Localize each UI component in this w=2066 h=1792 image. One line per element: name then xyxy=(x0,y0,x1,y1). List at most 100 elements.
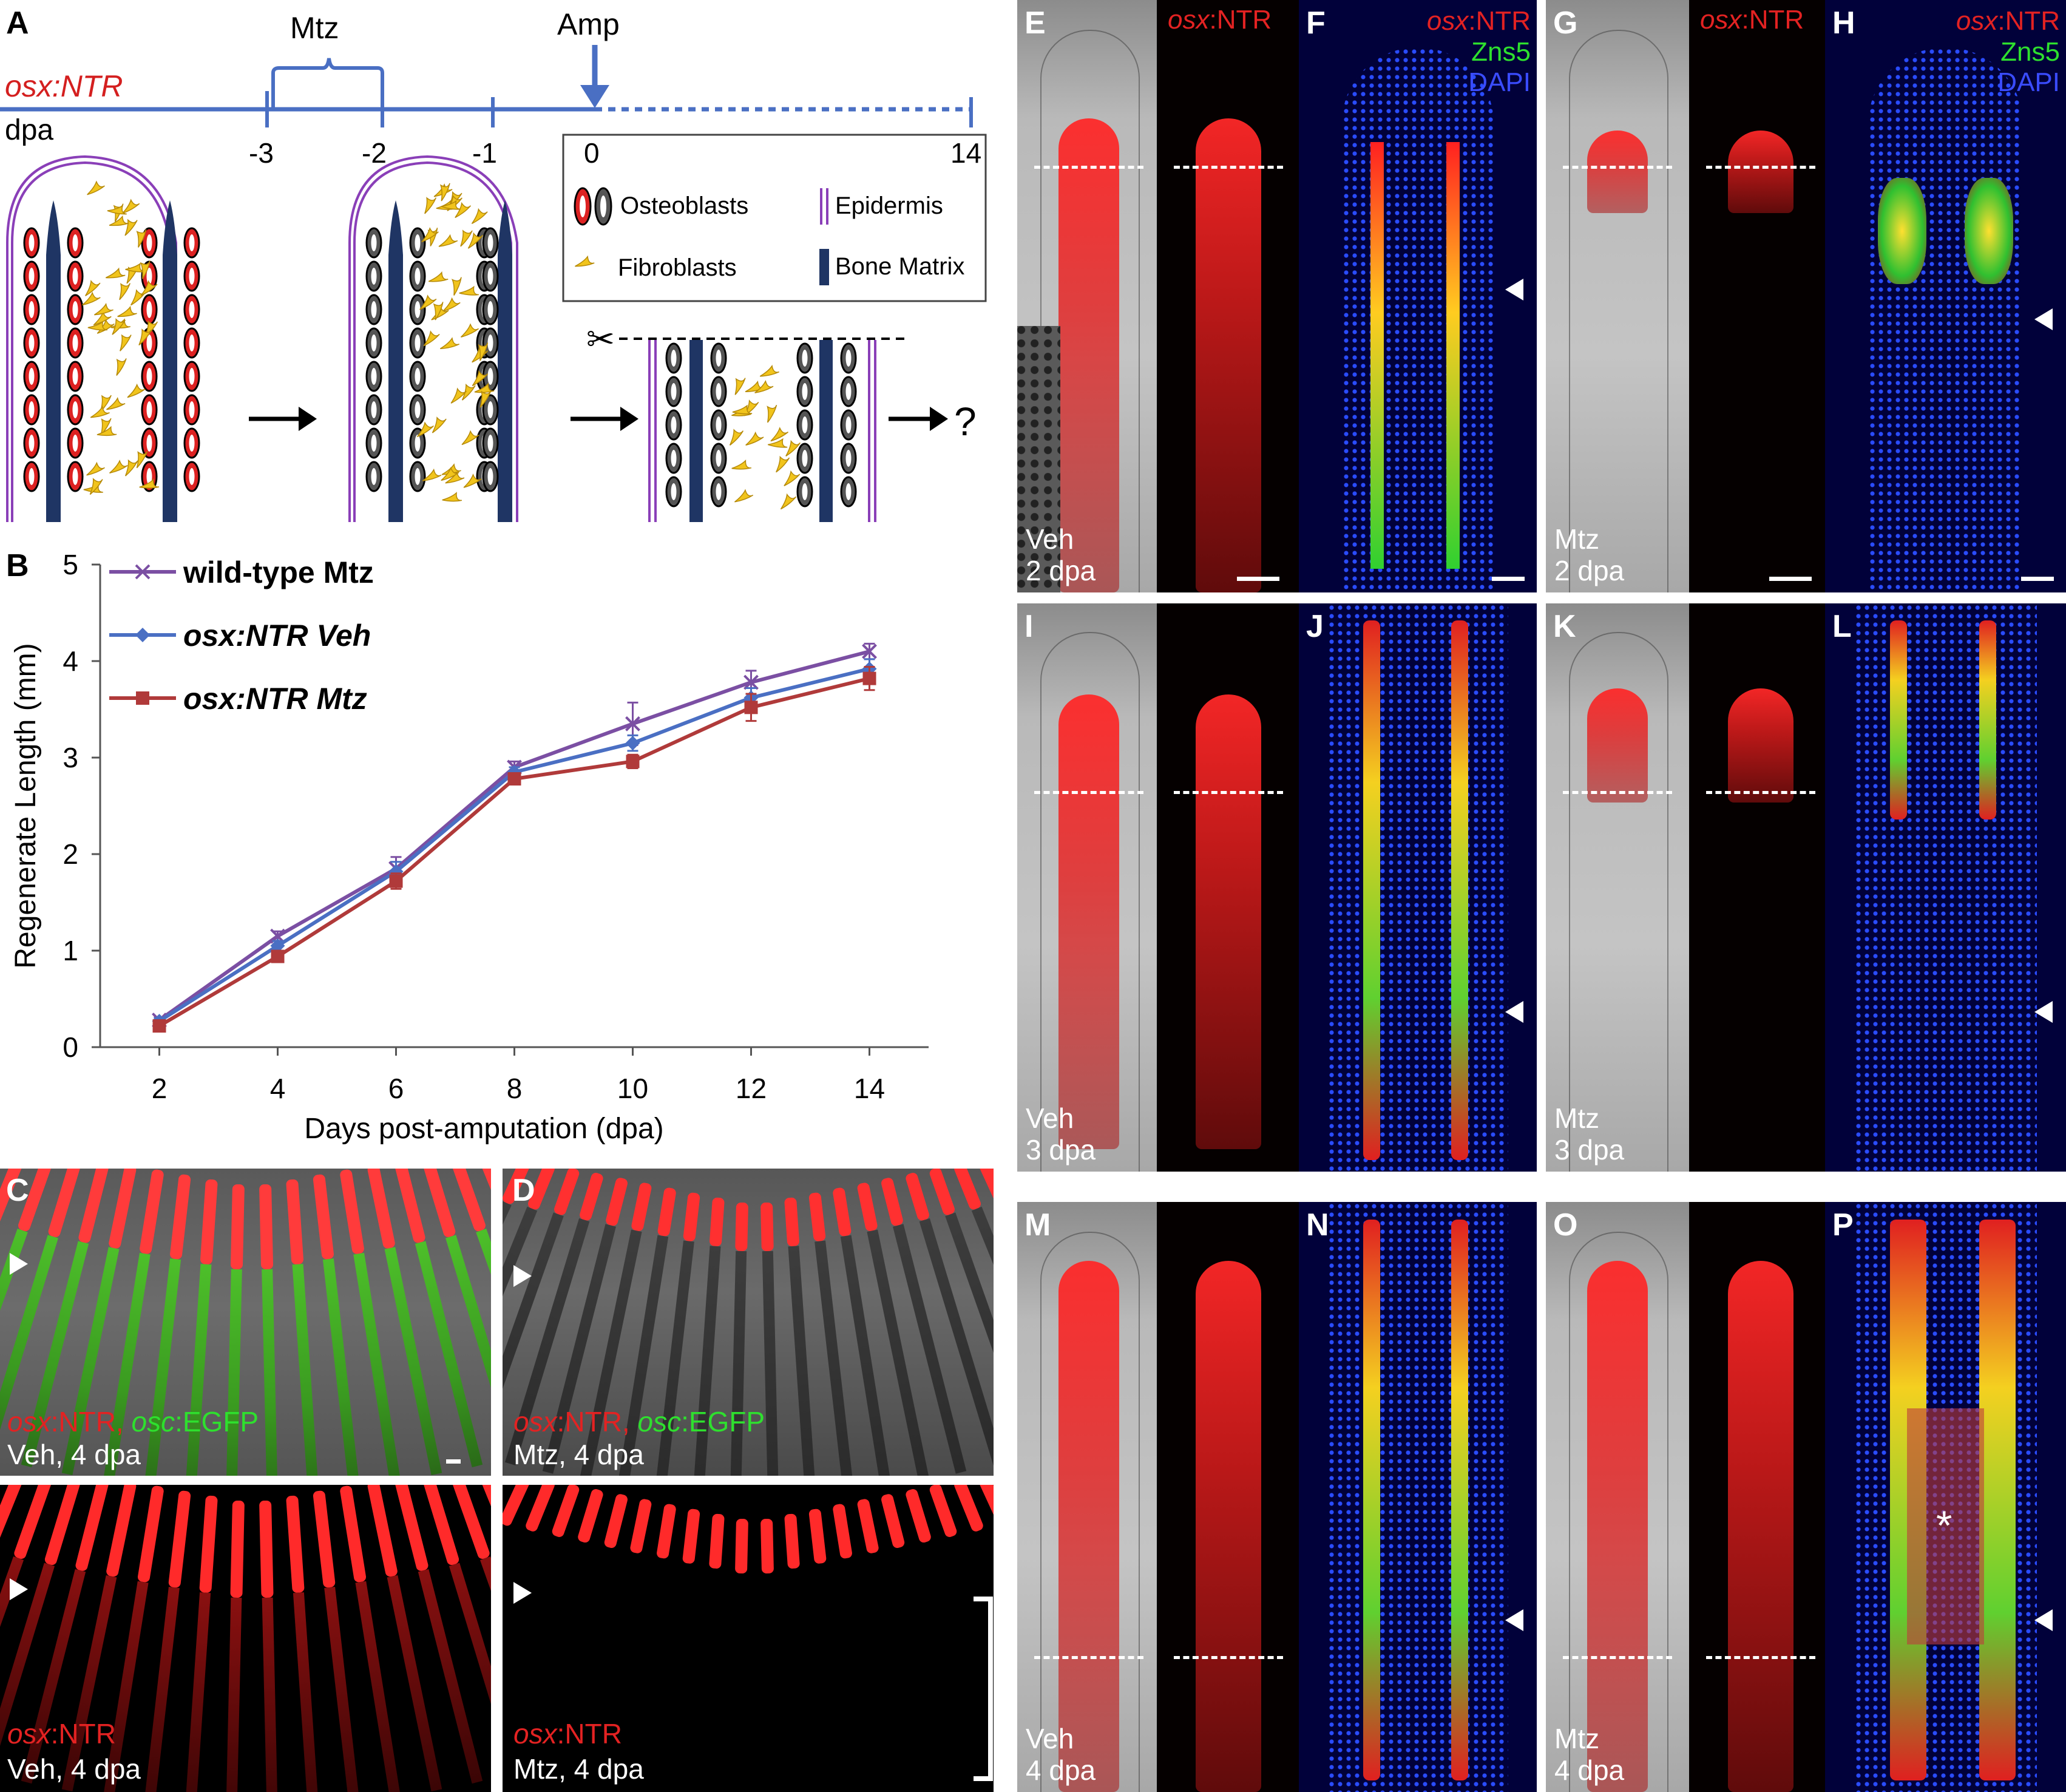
fin-ray xyxy=(655,1503,677,1565)
osteoblast-cell xyxy=(23,361,40,392)
x-tick-label: 10 xyxy=(617,1073,648,1104)
fibroblast-cell xyxy=(731,459,752,470)
osx-text: osx xyxy=(513,1718,557,1750)
osx-ntr-signal xyxy=(1058,1261,1119,1792)
dapi-nuclei xyxy=(1854,603,2037,1172)
fin-diagram-2 xyxy=(348,155,518,522)
fin-ray xyxy=(682,1508,701,1570)
fin-ray xyxy=(286,1179,319,1476)
fin-outline xyxy=(1040,1231,1140,1792)
osteoblast-cell xyxy=(840,409,857,441)
fibroblast-cell xyxy=(450,387,467,404)
osteoblast-cell xyxy=(796,342,813,374)
fin-ray xyxy=(880,1493,907,1555)
fin-outline xyxy=(1040,29,1140,592)
amputation-arrowhead xyxy=(1505,278,1523,300)
fibroblast-cell xyxy=(112,318,126,335)
bone-cells-left xyxy=(1363,1220,1380,1780)
amputation-plane xyxy=(1706,166,1815,169)
condition-label: Veh xyxy=(1026,1102,1074,1134)
osteoblast-cell xyxy=(710,443,727,474)
osx-ntr-signal xyxy=(1727,1261,1794,1792)
fibroblast-cell xyxy=(439,337,460,350)
osteoblast-cell xyxy=(796,409,813,441)
asterisk-marker: * xyxy=(1936,1502,1953,1549)
confocal-panel xyxy=(1299,0,1537,592)
confocal-panel xyxy=(1825,0,2066,592)
x-tick-label: 4 xyxy=(270,1073,286,1104)
time-label: 4 dpa xyxy=(1554,1754,1625,1786)
data-point xyxy=(626,755,640,769)
osteoblast-cell xyxy=(796,443,813,474)
fibroblast-cell xyxy=(87,321,107,331)
fibroblast-cell xyxy=(139,478,160,489)
legend-label: osx:NTR Mtz xyxy=(183,682,367,716)
fibroblast-cell xyxy=(433,302,444,321)
amputation-arrowhead xyxy=(2034,1001,2053,1023)
fibroblast-cell xyxy=(785,440,801,456)
scale-bar-e xyxy=(1237,577,1279,581)
fin-ray xyxy=(366,1169,442,1476)
fibroblast-cell xyxy=(460,323,479,338)
legend-fibroblasts: Fibroblasts xyxy=(618,254,737,281)
osx-ntr-signal xyxy=(1727,130,1794,214)
condition-label: Veh xyxy=(1026,523,1074,555)
osteoblast-cell xyxy=(482,461,499,492)
bone-cells-left xyxy=(1878,177,1926,285)
genotype-label: osx:NTR xyxy=(5,69,123,103)
egfp-text: :EGFP xyxy=(175,1406,259,1437)
panel-label-d: D xyxy=(512,1173,535,1208)
question-mark: ? xyxy=(954,399,977,444)
data-point xyxy=(862,643,877,659)
fibroblast-cell xyxy=(441,200,461,210)
osteoblast-cell xyxy=(365,327,382,359)
amputation-plane xyxy=(1706,1656,1815,1660)
bone-cells-right xyxy=(1965,177,2013,285)
data-point xyxy=(271,949,285,963)
panel-label-i: I xyxy=(1025,609,1034,644)
schematic-timeline: ✂ xyxy=(0,45,987,522)
data-point xyxy=(743,674,759,690)
osx-ntr-header: osx:NTR xyxy=(1168,5,1272,35)
panel-label-o: O xyxy=(1553,1207,1578,1243)
osteoblast-cell xyxy=(482,260,499,292)
scale-bar-f xyxy=(1492,577,1525,581)
fibroblast-cell xyxy=(82,291,101,306)
osteoblast-cell xyxy=(482,294,499,325)
legend-marker xyxy=(136,691,149,705)
osteoblast-cell xyxy=(365,461,382,492)
osteoblast-cell xyxy=(23,394,40,426)
tick-minus3: -3 xyxy=(249,137,274,169)
fin-ray xyxy=(366,1485,442,1792)
osteoblast-cell xyxy=(67,461,84,492)
tick-14: 14 xyxy=(950,137,982,169)
osc-text: osc xyxy=(131,1406,175,1437)
fin-ray xyxy=(735,1518,749,1580)
fibroblast-cell xyxy=(451,277,462,296)
ntr-text: :NTR xyxy=(1209,5,1272,35)
osx-ntr-signal xyxy=(1587,688,1648,803)
osx-text: osx xyxy=(1956,6,1998,36)
fibroblast-cell xyxy=(125,262,145,273)
bone-cells-left xyxy=(1890,620,1908,820)
osteoblast-cell xyxy=(23,461,40,492)
confocal-panel xyxy=(1825,603,2066,1172)
fibroblast-cell xyxy=(109,460,128,474)
osx-text: osx xyxy=(1168,5,1210,35)
x-tick-label: 2 xyxy=(152,1073,168,1104)
osteoblast-cell xyxy=(665,476,682,507)
osteoblast-cell xyxy=(141,227,158,259)
fibroblast-cell xyxy=(100,418,112,436)
fibroblast-cell xyxy=(109,215,129,226)
stain-legend: osx:NTR Zns5 DAPI xyxy=(1424,6,1531,98)
fibroblast-cell xyxy=(89,478,103,495)
fibroblast-cell xyxy=(106,396,126,410)
series-line xyxy=(158,676,870,1028)
fibroblast-cell xyxy=(138,328,152,346)
legend-label: osx:NTR Veh xyxy=(183,619,371,653)
y-tick-label: 1 xyxy=(63,935,78,966)
x-tick-label: 12 xyxy=(736,1073,767,1104)
zns5-text: Zns5 xyxy=(2000,36,2060,67)
osx-ntr-panel xyxy=(1157,603,1300,1172)
fin-ray xyxy=(832,1503,854,1565)
